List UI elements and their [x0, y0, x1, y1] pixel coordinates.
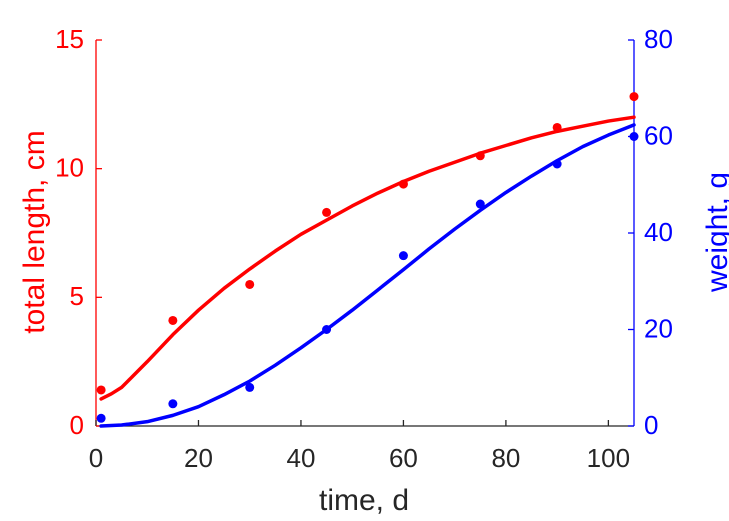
length-data-point	[96, 385, 106, 395]
left-y-tick-label: 10	[55, 153, 84, 183]
length-data-point	[245, 279, 255, 289]
right-y-tick-label: 0	[644, 410, 658, 440]
length-data-point	[322, 207, 332, 217]
length-data-point	[168, 315, 178, 325]
right-y-tick-label: 20	[644, 313, 673, 343]
tick-labels-layer: 0 20 40 60 80 100 0 5 10 15 0 20 40 60 80	[55, 24, 673, 473]
weight-data-point	[552, 159, 562, 169]
weight-data-point	[96, 413, 106, 423]
right-y-tick-label: 80	[644, 24, 673, 54]
length-data-point	[398, 179, 408, 189]
data-points-layer	[96, 92, 639, 423]
left-y-tick-label: 0	[70, 410, 84, 440]
axes-layer	[95, 39, 635, 427]
weight-data-point	[245, 382, 255, 392]
x-axis-label: time, d	[319, 484, 409, 517]
right-y-tick-label: 40	[644, 217, 673, 247]
left-y-tick-label: 15	[55, 24, 84, 54]
weight-data-point	[475, 199, 485, 209]
weight-data-point	[168, 399, 178, 409]
weight-fit-curve	[99, 123, 636, 428]
x-tick-label: 60	[389, 443, 418, 473]
x-tick-label: 20	[184, 443, 213, 473]
left-y-axis-label: total length, cm	[18, 130, 51, 333]
fit-curves-layer	[99, 115, 636, 428]
length-data-point	[629, 92, 639, 102]
weight-data-point	[322, 325, 332, 334]
left-y-tick-label: 5	[70, 281, 84, 311]
weight-data-point	[398, 251, 408, 261]
right-y-tick-label: 60	[644, 120, 673, 150]
length-data-point	[552, 122, 562, 132]
x-tick-label: 40	[286, 443, 315, 473]
x-tick-label: 100	[587, 443, 630, 473]
length-fit-curve	[99, 115, 636, 401]
length-data-point	[475, 151, 485, 161]
right-y-axis-label: weight, g	[701, 172, 729, 293]
weight-data-point	[629, 132, 639, 141]
x-tick-label: 80	[491, 443, 520, 473]
x-tick-label: 0	[89, 443, 103, 473]
